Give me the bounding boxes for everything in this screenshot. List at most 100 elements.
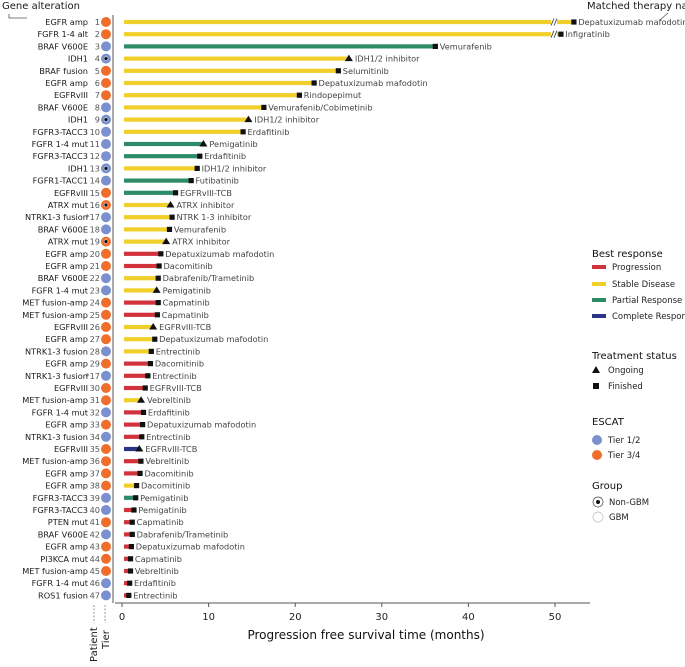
patient-row: EGFRvIII 30 EGFRvIII-TCB [54,383,202,393]
tier-dot [101,65,111,76]
tier-dot [101,285,111,296]
tier-dot [101,248,111,259]
finished-square-icon [148,348,154,354]
legend-label-non-gbm: Non-GBM [609,498,649,508]
patient-row: IDH1 13 IDH1/2 inhibitor [68,163,267,174]
patient-row: EGFR amp 29 Dacomitinib [45,358,204,369]
tier-dot [101,541,111,552]
gene-alteration-label: IDH1 [68,115,88,125]
tier-dot [101,566,111,576]
ongoing-triangle-icon [199,140,208,147]
tier-dot [101,431,111,442]
pfs-bar [124,349,150,354]
finished-square-icon [172,190,179,196]
patient-id-label: 35 [90,444,100,454]
x-tick-label: 10 [202,612,215,623]
pfs-bar [124,459,140,464]
tier-dot [101,41,111,52]
finished-square-icon [335,68,341,74]
therapy-label: Vebreltinib [135,566,179,576]
patient-row: EGFR amp 33 Depatuxizumab mafodotin [45,419,256,430]
pfs-bar [124,446,140,452]
ongoing-triangle-icon [135,445,144,452]
finished-square-icon [240,129,246,135]
gene-alteration-label: EGFRvIII [54,188,88,198]
finished-square-icon [133,495,139,501]
axis-break-mark [550,30,555,38]
non-gbm-dot-icon [103,202,109,208]
pfs-bar [124,44,434,49]
tier-dot [101,78,111,88]
finished-square-icon [158,251,164,257]
gene-alteration-label: BRAF V600E [38,102,88,112]
pfs-bar [124,324,154,330]
patient-id-label: 11 [90,139,100,149]
finished-square-icon [126,592,132,598]
finished-square-icon [138,458,144,464]
pfs-bar [124,398,142,403]
tier-dot [101,126,111,137]
legend-label-partial: Partial Response [612,296,682,306]
patient-row: FGFR3-TACC3 40 Pemigatinib [33,505,187,515]
patient-row: BRAF V600E 18 Vemurafenib [38,224,226,235]
gene-alteration-label: IDH1 [68,54,88,64]
therapy-label: Entrectinib [146,432,190,442]
pfs-bar [124,337,154,342]
legend-ongoing-triangle-icon [592,366,600,373]
legend-label-tier34: Tier 3/4 [607,451,640,461]
pfs-bar [124,520,131,525]
patient-id-label: 14 [90,176,100,186]
gene-alteration-label: EGFR amp [45,420,88,430]
tier-dot [101,419,111,430]
patient-row: FGFR 1-4 mut 32 Erdafitinib [32,407,190,418]
patient-id-label: 43 [90,542,100,552]
patient-row: MET fusion-amp 25 Capmatinib [22,309,209,320]
patient-id-label: 30 [90,383,100,393]
legend: Best response Progression Stable Disease… [591,249,685,523]
ongoing-triangle-icon [137,396,146,403]
patient-id-label: 33 [90,420,100,430]
patient-id-label: 1 [95,17,100,27]
finished-square-icon [261,104,267,110]
pfs-bar [124,215,171,220]
patient-id-label: 32 [90,407,100,417]
finished-square-icon [140,409,147,415]
therapy-label: Pemigatinib [138,505,186,515]
patient-row: FGFR3-TACC3 39 Pemigatinib [33,492,188,503]
ongoing-triangle-icon [162,237,171,245]
patient-id-label: 34 [90,432,100,442]
patient-id-label: 28 [90,346,100,356]
patient-row: EGFR amp 1 Depatuxizumab mafodotin [45,17,685,27]
finished-square-icon [571,19,577,25]
therapy-label: Pemigatinib [163,285,211,295]
patient-row: FGFR1-TACC1 14 Futibatinib [33,175,239,186]
pfs-bar [124,154,199,159]
therapy-label: Erdafitinib [204,151,246,161]
therapy-label: Depatuxizumab mafodotin [136,542,245,552]
legend-best-response-title: Best response [592,249,663,260]
tier-dot [101,480,111,491]
patient-row: EGFRvIII 7 Rindopepimut [54,90,362,101]
tier-dot [101,334,111,345]
axis-break-gap [551,18,557,26]
patient-id-label: 9 [95,115,100,125]
patient-id-label: 13 [90,163,100,173]
patient-row: BRAF V600E 3 Vemurafenib [38,41,492,52]
tier-dot [101,407,111,418]
tier-dot [101,370,111,381]
legend-gbm-marker [592,511,604,523]
gene-alteration-label: EGFRvIII [54,90,88,100]
rows-layer: EGFR amp 1 Depatuxizumab mafodotin FGFR 1-4… [22,17,685,601]
patient-id-label: 6 [95,78,100,88]
gene-alteration-label: EGFRvIII [54,383,88,393]
gene-alteration-label: FGFR3-TACC3 [33,127,88,137]
patient-id-label: *17 [85,212,100,222]
patient-row: PI3KCA mut 44 Capmatinib [40,553,182,564]
finished-square-icon [432,43,438,49]
therapy-label: Vebreltinib [147,395,191,405]
x-tick-label: 30 [375,612,388,623]
patient-id-label: 27 [90,334,100,344]
pfs-bar [124,544,130,549]
gene-alteration-label: EGFR amp [45,359,88,369]
tier-dot [101,492,111,503]
